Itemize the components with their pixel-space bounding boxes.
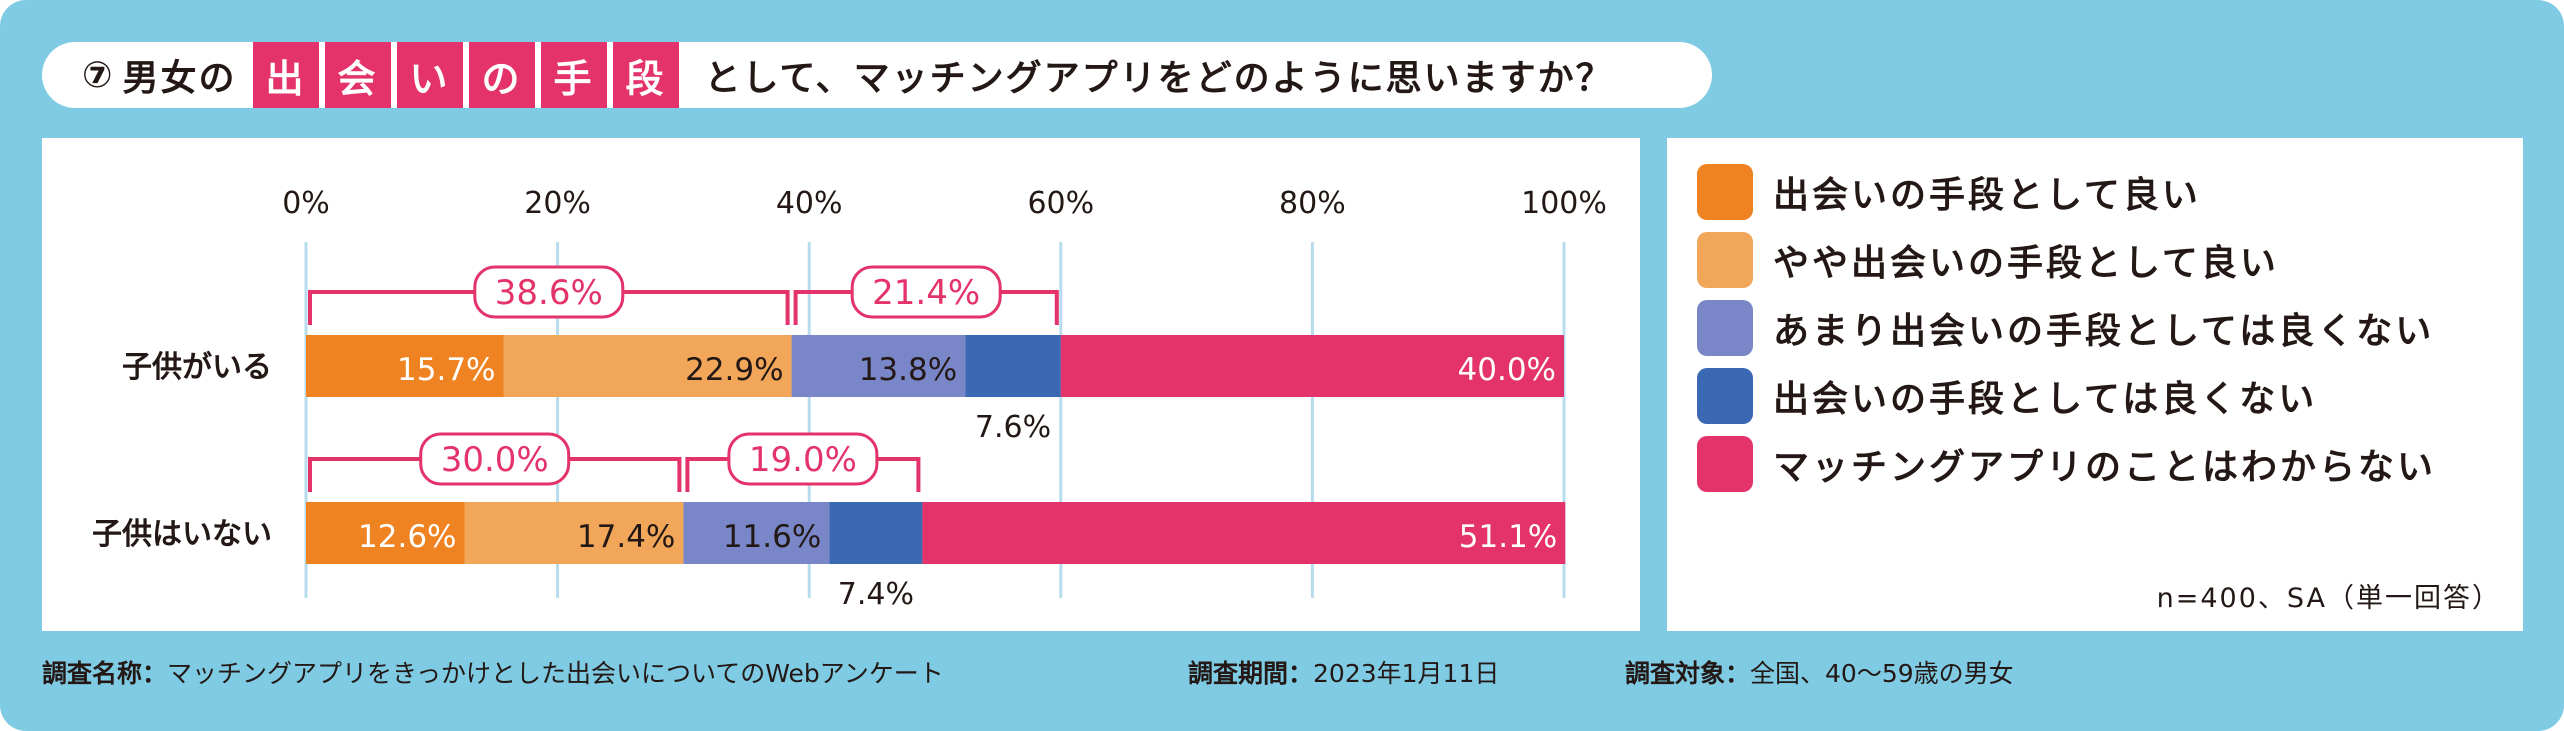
- footer-value: 全国、40～59歳の男女: [1750, 659, 2014, 688]
- footer-label: 調査期間：: [1188, 659, 1314, 688]
- data-label: 17.4%: [577, 519, 675, 555]
- bracket-label-box: [727, 432, 879, 486]
- bracket-label: 19.0%: [749, 440, 857, 480]
- bar-segment: [503, 335, 792, 397]
- data-label: 7.4%: [838, 577, 914, 612]
- bracket-label: 30.0%: [441, 440, 549, 480]
- bracket-label: 21.4%: [872, 273, 980, 313]
- tick-label: 60%: [1027, 186, 1094, 221]
- legend-item: 出会いの手段としては良くない: [1697, 368, 2317, 424]
- tick-label: 80%: [1279, 186, 1346, 221]
- category-label: 子供がいる: [122, 350, 272, 385]
- data-label: 12.6%: [358, 519, 456, 555]
- highlight-char: 手: [540, 42, 607, 108]
- highlight-char: い: [396, 42, 463, 108]
- question-title: ⑦ 男女の 出 会 い の 手 段 として、マッチングアプリをどのように思います…: [42, 42, 1712, 108]
- legend-label: マッチングアプリのことはわからない: [1773, 447, 2437, 488]
- legend-swatch: [1697, 300, 1753, 356]
- data-label: 22.9%: [685, 352, 783, 388]
- bracket-label-box: [473, 265, 625, 319]
- data-label: 13.8%: [859, 352, 957, 388]
- title-suffix: として、マッチングアプリをどのように思いますか？: [704, 58, 1614, 99]
- legend-swatch: [1697, 164, 1753, 220]
- footer-survey-name: 調査名称：マッチングアプリをきっかけとした出会いについてのWebアンケート: [42, 654, 944, 690]
- tick-label: 40%: [776, 186, 843, 221]
- highlight-char: 段: [612, 42, 679, 108]
- legend-label: 出会いの手段としては良くない: [1773, 379, 2318, 420]
- legend-item: マッチングアプリのことはわからない: [1697, 436, 2436, 492]
- highlight-char: の: [468, 42, 535, 108]
- bar-segment: [1060, 335, 1564, 397]
- highlight-char: 出: [252, 42, 319, 108]
- highlight-char: 会: [324, 42, 391, 108]
- bar-segment: [791, 335, 966, 397]
- bar-segment: [306, 502, 465, 564]
- legend-item: あまり出会いの手段としては良くない: [1697, 300, 2434, 356]
- bar-segment: [306, 335, 504, 397]
- footer-survey-target: 調査対象：全国、40～59歳の男女: [1625, 654, 2014, 690]
- footer-value: 2023年1月11日: [1313, 659, 1500, 688]
- legend-swatch: [1697, 232, 1753, 288]
- category-label: 子供はいない: [92, 517, 272, 552]
- title-prefix: 男女の: [122, 58, 237, 99]
- bracket-label: 38.6%: [495, 273, 603, 313]
- footer-survey-period: 調査期間：2023年1月11日: [1188, 654, 1499, 690]
- tick-label: 20%: [524, 186, 591, 221]
- legend-swatch: [1697, 368, 1753, 424]
- data-label: 40.0%: [1458, 352, 1556, 388]
- footer-label: 調査対象：: [1625, 659, 1751, 688]
- legend-swatch: [1697, 436, 1753, 492]
- legend-label: 出会いの手段として良い: [1773, 175, 2201, 216]
- data-label: 15.7%: [397, 352, 495, 388]
- legend-label: やや出会いの手段として良い: [1773, 243, 2279, 284]
- legend-label: あまり出会いの手段としては良くない: [1773, 311, 2435, 352]
- chart-panel: 0% 20% 40% 60% 80% 100% 子供がいる子供はいない 15.7% 22.9% 1…: [42, 138, 1640, 631]
- data-label: 51.1%: [1459, 519, 1557, 555]
- tick-label: 0%: [282, 186, 330, 221]
- bar-segment: [829, 502, 923, 564]
- bar-segment: [683, 502, 830, 564]
- legend: 出会いの手段として良い やや出会いの手段として良い あまり出会いの手段としては良…: [1667, 138, 2523, 631]
- question-number: ⑦: [82, 54, 115, 96]
- tick-label: 100%: [1521, 186, 1607, 221]
- data-label: 11.6%: [723, 519, 821, 555]
- bar-segment: [922, 502, 1566, 564]
- bar-segment: [464, 502, 684, 564]
- footer-value: マッチングアプリをきっかけとした出会いについてのWebアンケート: [167, 659, 944, 688]
- bar-segment: [965, 335, 1061, 397]
- footer-label: 調査名称：: [42, 659, 168, 688]
- bracket-label-box: [850, 265, 1002, 319]
- data-label: 7.6%: [975, 410, 1051, 445]
- legend-item: 出会いの手段として良い: [1697, 164, 2201, 220]
- legend-item: やや出会いの手段として良い: [1697, 232, 2279, 288]
- bracket-label-box: [419, 432, 571, 486]
- sample-size-note: n=400、SA（単一回答）: [2156, 583, 2501, 614]
